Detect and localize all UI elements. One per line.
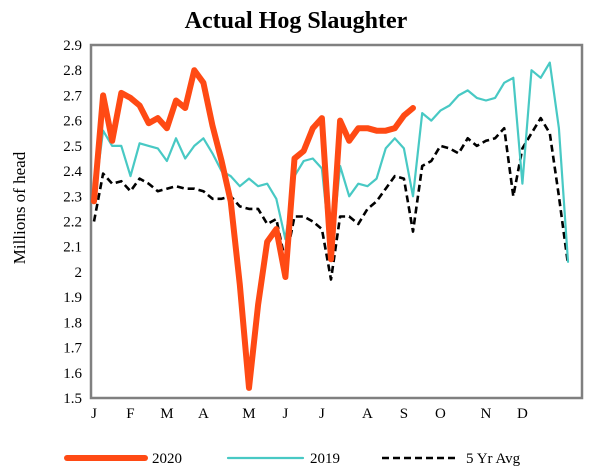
series-line-2020 (91, 67, 416, 391)
y-tick-label: 2.9 (63, 38, 82, 54)
chart-title: Actual Hog Slaughter (185, 8, 408, 34)
y-tick-label: 2.2 (63, 215, 82, 231)
y-tick-label: 1.6 (63, 366, 82, 382)
y-tick-label: 2.5 (63, 139, 82, 155)
y-axis-title: Millions of head (10, 151, 29, 264)
x-tick-label: M (242, 406, 255, 422)
y-tick-label: 2.8 (63, 63, 82, 79)
series-line-5-yr-avg (92, 116, 570, 281)
y-tick-label: 1.9 (63, 290, 82, 306)
x-tick-label: A (198, 406, 209, 422)
legend-label: 5 Yr Avg (466, 451, 521, 467)
y-tick-label: 2.4 (63, 164, 82, 180)
x-tick-label: F (126, 406, 134, 422)
y-tick-label: 1.7 (63, 341, 82, 357)
y-tick-label: 2.3 (63, 189, 82, 205)
y-tick-label: 1.5 (63, 391, 82, 407)
legend-label: 2019 (310, 451, 340, 467)
x-tick-label: M (160, 406, 173, 422)
plot-area-border (89, 43, 584, 400)
y-tick-label: 2.6 (63, 114, 82, 130)
x-tick-label: N (481, 406, 492, 422)
y-tick-label: 1.8 (63, 315, 82, 331)
y-axis-ticks: 1.5 1.6 1.7 1.8 1.9 2 2.1 2.2 2.3 2.4 2.5 2.6 2.7 2.8… (63, 38, 82, 407)
x-tick-label: S (400, 406, 408, 422)
x-tick-label: D (517, 406, 528, 422)
legend: 2020 2019 5 Yr Avg (64, 451, 521, 467)
y-tick-label: 2.1 (63, 240, 82, 256)
x-tick-label: J (283, 406, 289, 422)
y-tick-label: 2 (75, 265, 83, 281)
x-tick-label: O (435, 406, 446, 422)
series-layer (91, 61, 570, 391)
legend-label: 2020 (152, 451, 182, 467)
x-tick-label: A (362, 406, 373, 422)
x-tick-label: J (91, 406, 97, 422)
y-tick-label: 2.7 (63, 88, 82, 104)
x-tick-label: J (319, 406, 325, 422)
